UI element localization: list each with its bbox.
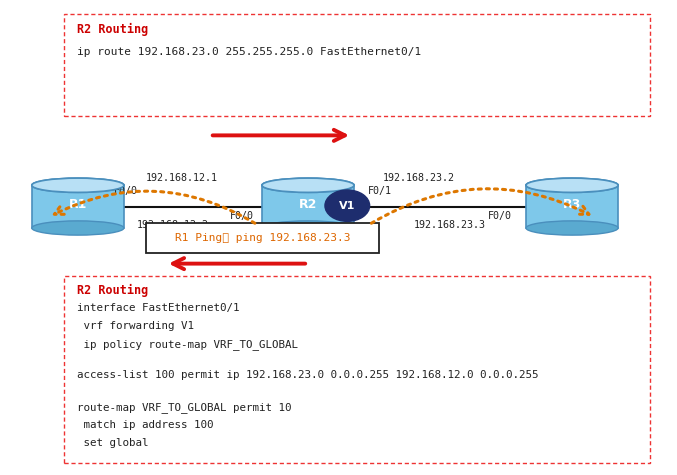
FancyBboxPatch shape	[146, 223, 379, 253]
Text: R2 Routing: R2 Routing	[77, 23, 148, 36]
Ellipse shape	[32, 178, 124, 192]
Ellipse shape	[526, 178, 618, 192]
Text: R2 Routing: R2 Routing	[77, 284, 148, 297]
Text: F0/0: F0/0	[487, 211, 512, 221]
Ellipse shape	[262, 178, 354, 192]
Bar	[32, 185, 124, 228]
Text: set global: set global	[77, 438, 148, 448]
FancyBboxPatch shape	[64, 276, 650, 463]
Text: V1: V1	[339, 200, 355, 211]
Text: match ip address 100: match ip address 100	[77, 420, 213, 430]
Ellipse shape	[526, 221, 618, 235]
Ellipse shape	[32, 221, 124, 235]
Text: interface FastEthernet0/1: interface FastEthernet0/1	[77, 303, 239, 313]
Bar	[262, 185, 354, 228]
Ellipse shape	[32, 178, 124, 192]
Text: 192.168.12.1: 192.168.12.1	[146, 173, 217, 183]
Circle shape	[325, 190, 370, 221]
Text: 192.168.12.2: 192.168.12.2	[137, 219, 209, 230]
Text: 192.168.23.3: 192.168.23.3	[414, 219, 486, 230]
Bar	[526, 185, 618, 228]
Text: F0/1: F0/1	[368, 186, 391, 197]
Text: vrf forwarding V1: vrf forwarding V1	[77, 321, 194, 331]
Text: R2: R2	[299, 198, 318, 211]
Text: 192.168.23.2: 192.168.23.2	[383, 173, 454, 183]
Text: R1: R1	[68, 198, 87, 211]
Ellipse shape	[262, 221, 354, 235]
FancyBboxPatch shape	[64, 14, 650, 116]
Text: R3: R3	[563, 198, 581, 211]
Text: F0/0: F0/0	[114, 186, 137, 197]
Text: F0/0: F0/0	[230, 211, 255, 221]
Ellipse shape	[262, 178, 354, 192]
Ellipse shape	[526, 178, 618, 192]
Text: ip route 192.168.23.0 255.255.255.0 FastEthernet0/1: ip route 192.168.23.0 255.255.255.0 Fast…	[77, 47, 420, 57]
Text: route-map VRF_TO_GLOBAL permit 10: route-map VRF_TO_GLOBAL permit 10	[77, 402, 291, 413]
Text: access-list 100 permit ip 192.168.23.0 0.0.0.255 192.168.12.0 0.0.0.255: access-list 100 permit ip 192.168.23.0 0…	[77, 370, 538, 380]
Text: ip policy route-map VRF_TO_GLOBAL: ip policy route-map VRF_TO_GLOBAL	[77, 339, 297, 350]
Text: R1 Ping： ping 192.168.23.3: R1 Ping： ping 192.168.23.3	[175, 233, 350, 243]
